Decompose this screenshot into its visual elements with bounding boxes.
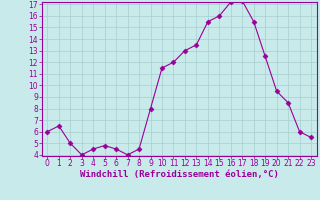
X-axis label: Windchill (Refroidissement éolien,°C): Windchill (Refroidissement éolien,°C): [80, 170, 279, 179]
